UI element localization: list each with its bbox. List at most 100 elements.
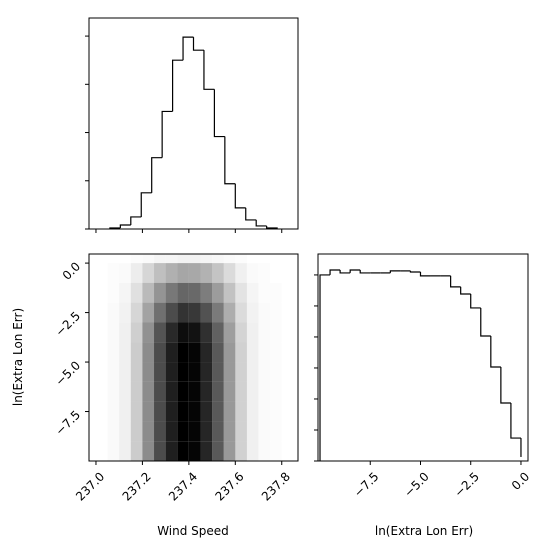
histogram-step <box>234 183 246 209</box>
density-cell <box>177 362 189 382</box>
density-cell <box>165 254 178 264</box>
density-cell <box>282 322 294 342</box>
density-cell <box>200 362 213 382</box>
density-cell <box>224 243 236 263</box>
density-cell <box>108 382 120 402</box>
density-cell <box>154 254 166 264</box>
x-tick-label: 237.2 <box>120 469 154 503</box>
density-cell <box>246 381 259 402</box>
density-cell <box>259 362 271 382</box>
density-cell <box>212 302 224 323</box>
density-cell <box>119 322 131 343</box>
density-cell <box>96 243 108 263</box>
density-cell <box>200 421 213 442</box>
histogram-step <box>349 269 361 273</box>
x-tick-label: 237.6 <box>212 469 246 503</box>
density-cell <box>200 282 213 303</box>
density-cell <box>130 441 143 461</box>
density-cell <box>142 421 155 442</box>
x-tick-label: −2.5 <box>452 469 483 500</box>
plot-frame <box>317 253 529 462</box>
density-cell <box>108 441 120 461</box>
density-cell <box>188 322 201 343</box>
density-cell <box>188 342 201 363</box>
density-cell <box>270 283 282 303</box>
histogram-step <box>161 110 173 158</box>
density-cell <box>165 421 178 442</box>
histogram-step <box>319 274 331 461</box>
density-cell <box>270 322 282 342</box>
density-cell <box>246 441 259 461</box>
density-cell <box>131 243 143 263</box>
density-cell <box>188 381 201 402</box>
density-cell <box>200 441 213 461</box>
density-cell <box>119 282 131 303</box>
density-cell <box>142 342 155 363</box>
density-cell <box>223 342 236 363</box>
histogram-step <box>130 216 142 225</box>
density-cell <box>235 302 247 323</box>
density-cell <box>119 381 131 402</box>
histogram-step <box>255 219 267 227</box>
density-cell <box>212 362 224 382</box>
plot-frame <box>88 17 299 230</box>
density-cell <box>177 342 189 363</box>
density-cell <box>142 401 155 422</box>
density-cell <box>130 421 143 442</box>
density-cell <box>165 441 178 461</box>
density-cell <box>246 322 259 343</box>
density-cell <box>154 302 166 323</box>
density-cell <box>177 421 189 442</box>
density-cell <box>130 302 143 323</box>
density-cell <box>119 441 131 461</box>
density-cell <box>130 322 143 343</box>
histogram-step <box>182 36 194 61</box>
density-cell <box>223 421 236 442</box>
density-cell <box>270 243 282 263</box>
density-cell <box>119 263 131 283</box>
x-axis-label: ln(Extra Lon Err) <box>375 524 473 538</box>
density-cell <box>130 342 143 363</box>
density-cell <box>200 381 213 402</box>
density-cell <box>165 322 178 343</box>
density-cell <box>235 381 247 402</box>
density-cell <box>108 283 120 303</box>
density-cell <box>188 441 201 461</box>
density-cell <box>270 421 282 441</box>
density-cell <box>246 421 259 442</box>
density-cell <box>246 401 259 422</box>
density-cell <box>200 401 213 422</box>
density-cell <box>200 342 213 363</box>
density-cell <box>212 282 224 303</box>
density-cell <box>235 362 247 382</box>
density-cell <box>108 362 120 382</box>
density-cell <box>270 382 282 402</box>
density-cell <box>212 263 224 283</box>
density-cell <box>165 401 178 422</box>
density-cell <box>235 243 247 263</box>
density-cell <box>142 302 155 323</box>
density-cell <box>142 282 155 303</box>
density-cell <box>108 421 120 441</box>
density-cell <box>119 243 131 263</box>
density-cell <box>282 402 294 422</box>
histogram-step <box>172 59 184 112</box>
density-cell <box>282 342 294 362</box>
density-cell <box>259 421 271 441</box>
density-cell <box>108 322 120 342</box>
histogram-step <box>339 269 351 274</box>
density-cell <box>96 441 108 461</box>
histogram-step <box>203 50 215 90</box>
histogram-step <box>329 269 341 275</box>
density-cell <box>200 302 213 323</box>
density-cell <box>130 282 143 303</box>
density-cell <box>108 263 120 283</box>
density-cell <box>142 322 155 343</box>
density-cell <box>177 254 189 264</box>
density-cell <box>223 381 236 402</box>
y-tick-label: −7.5 <box>53 408 84 439</box>
x-tick-label: −7.5 <box>351 469 382 500</box>
density-cell <box>108 303 120 323</box>
density-cell <box>119 401 131 422</box>
